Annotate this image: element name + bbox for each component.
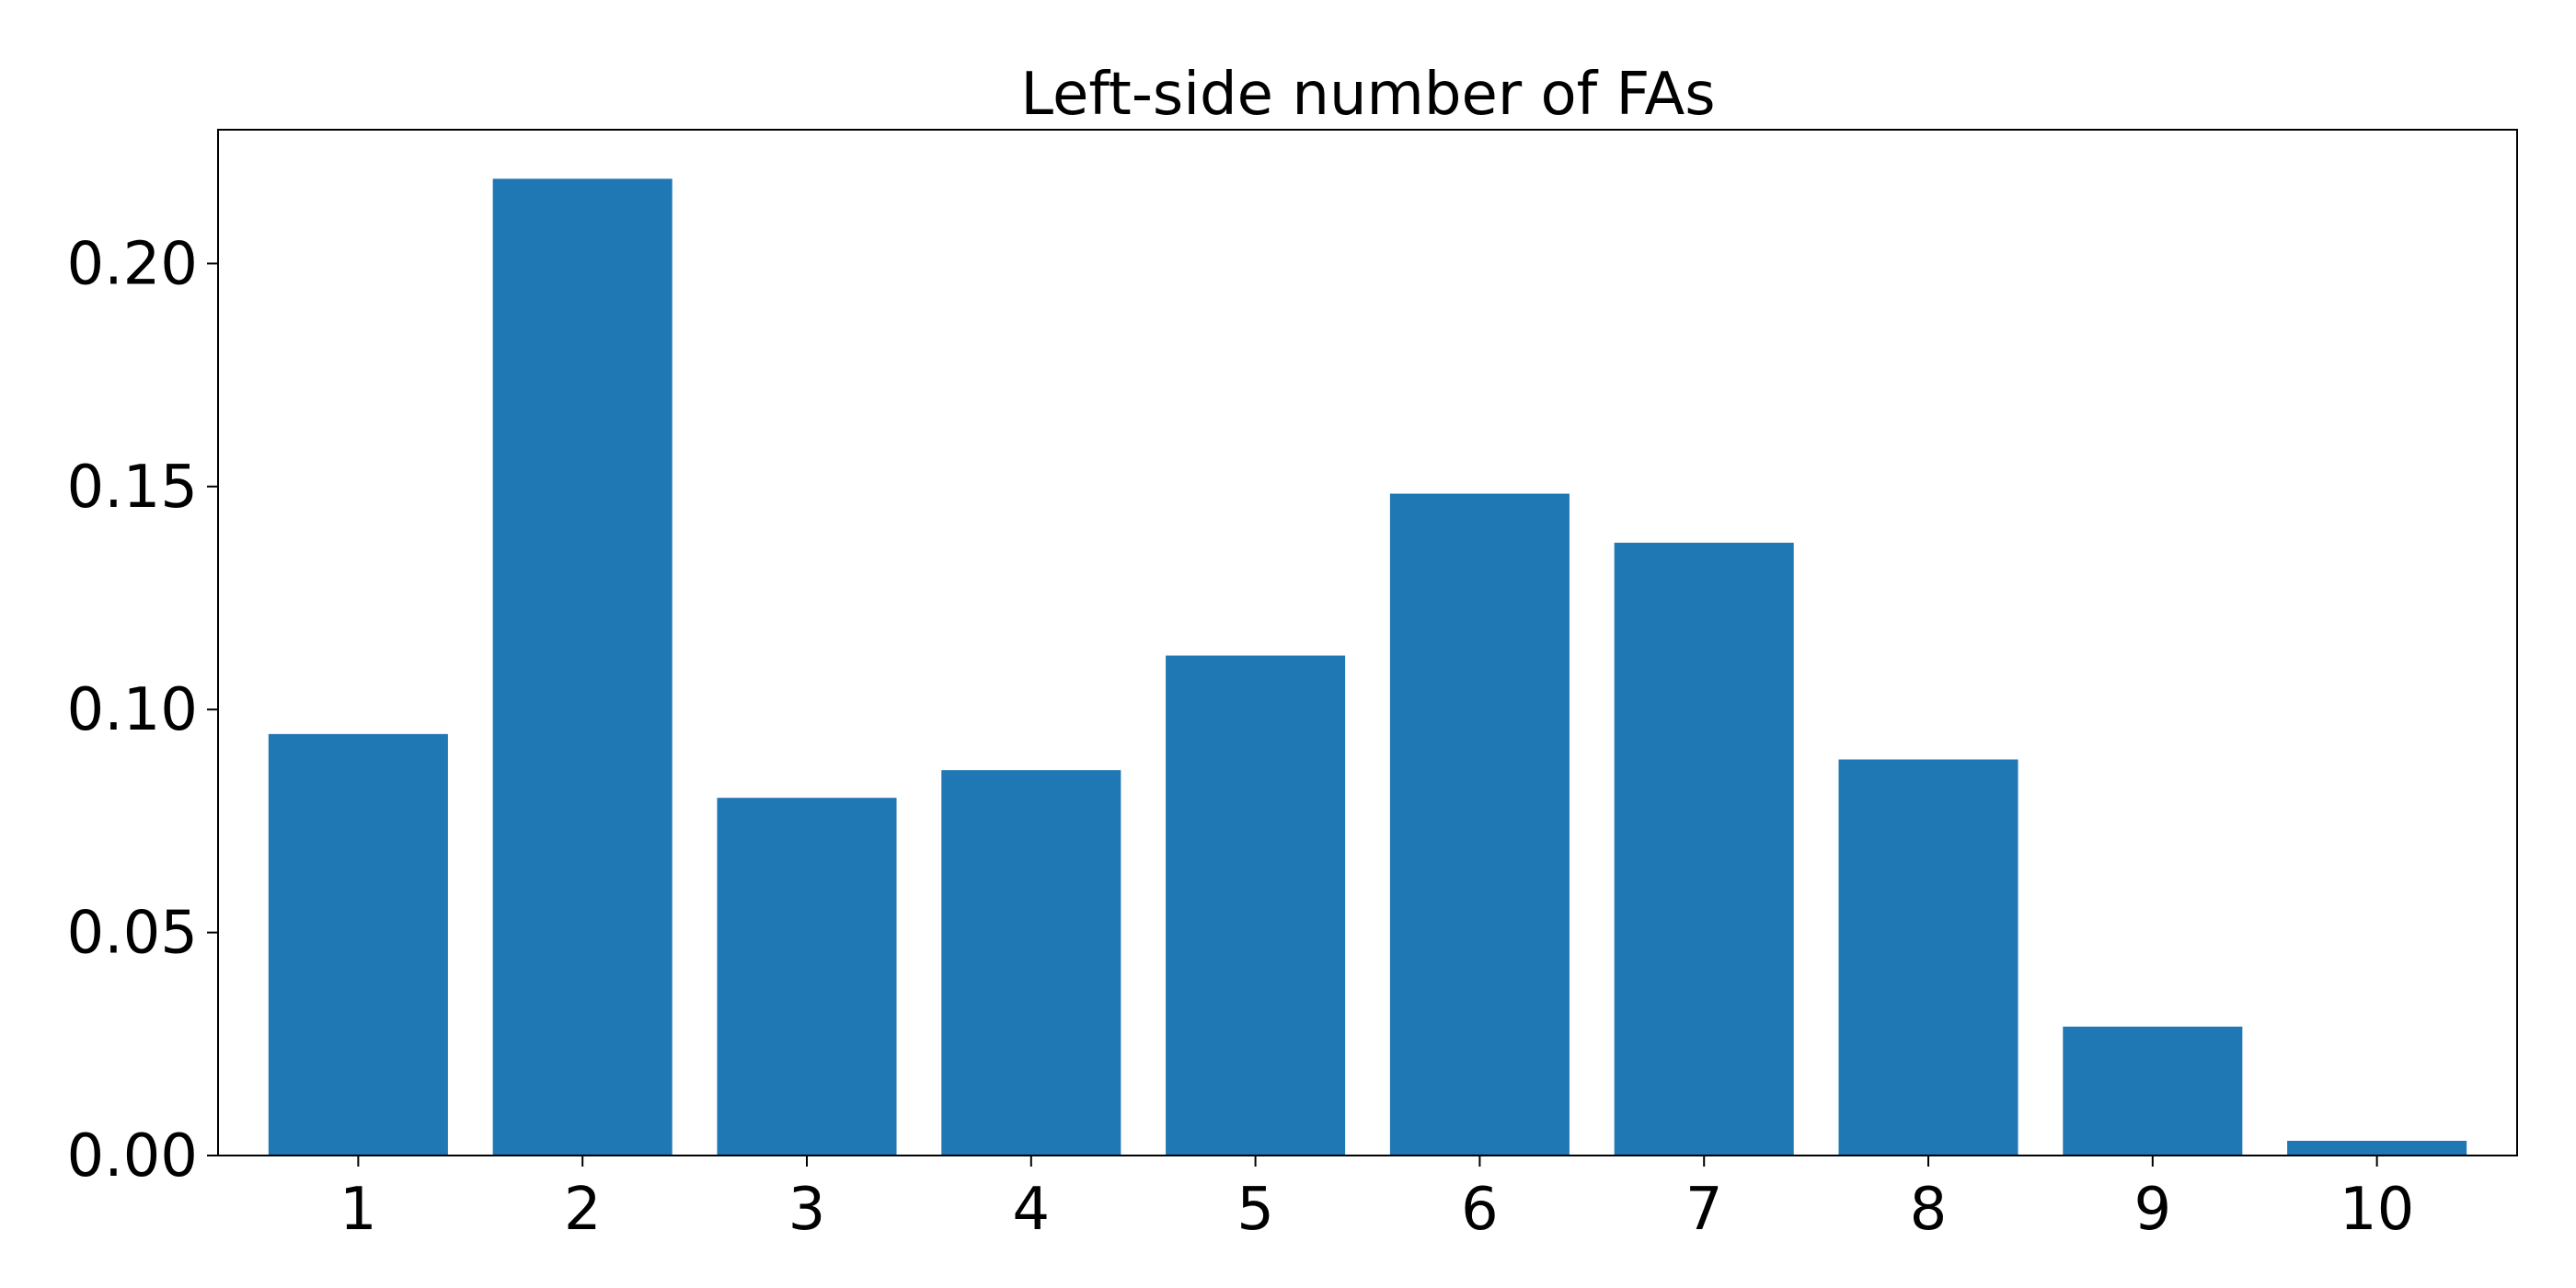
y-tick-label: 0.20: [67, 230, 199, 298]
y-axis: 0.00 0.05 0.10 0.15 0.20: [67, 230, 218, 1190]
x-tick-label: 5: [1236, 1176, 1274, 1244]
bar-10: [2287, 1141, 2467, 1156]
plot-frame: [217, 129, 2518, 1156]
bar-8: [1838, 759, 2018, 1156]
y-tick-label: 0.00: [67, 1122, 199, 1190]
bar-6: [1389, 493, 1570, 1156]
x-axis: 1 2 3 4 5 6 7 8 9 10: [339, 1156, 2414, 1244]
x-tick-label: 8: [1910, 1176, 1948, 1244]
bar-5: [1166, 655, 1346, 1156]
bar-4: [941, 770, 1121, 1156]
x-tick-label: 2: [564, 1176, 602, 1244]
y-tick-label: 0.10: [67, 676, 199, 744]
y-tick-label: 0.05: [67, 900, 199, 968]
x-tick-label: 4: [1012, 1176, 1050, 1244]
x-tick-label: 6: [1461, 1176, 1499, 1244]
bar-9: [2063, 1026, 2243, 1156]
bar-2: [492, 178, 673, 1156]
bar-7: [1614, 542, 1794, 1156]
x-tick-label: 10: [2340, 1176, 2414, 1244]
x-tick-label: 9: [2133, 1176, 2171, 1244]
bar-1: [268, 733, 448, 1156]
bar-3: [717, 798, 897, 1156]
x-tick-label: 3: [788, 1176, 826, 1244]
y-tick-label: 0.15: [67, 454, 199, 522]
bars-group: [268, 178, 2467, 1156]
x-tick-label: 1: [339, 1176, 377, 1244]
x-tick-label: 7: [1685, 1176, 1723, 1244]
chart-title: Left-side number of FAs: [1020, 61, 1715, 129]
